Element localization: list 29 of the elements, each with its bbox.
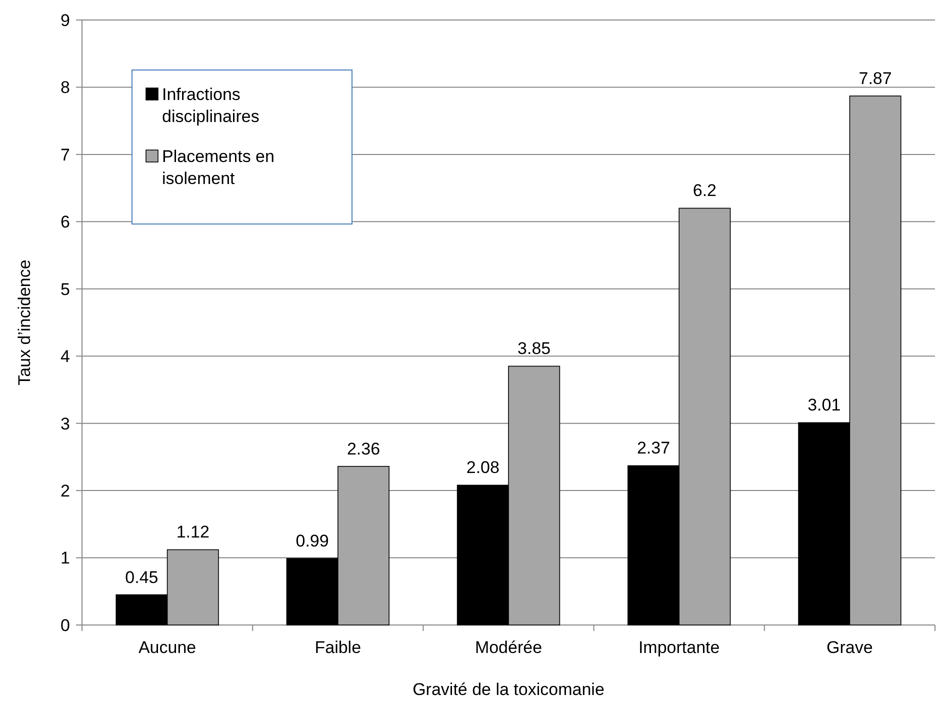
data-label: 2.36: [346, 439, 380, 458]
y-axis-title: Taux d’incidence: [15, 260, 34, 386]
x-tick-label: Grave: [826, 638, 873, 657]
y-tick-label: 6: [60, 212, 70, 232]
x-tick-label: Aucune: [138, 638, 196, 657]
data-label: 2.37: [636, 438, 670, 458]
data-label: 1.12: [176, 522, 210, 542]
x-tick-label: Importante: [638, 638, 720, 657]
y-tick-label: 0: [60, 616, 70, 635]
y-tick-label: 7: [60, 145, 70, 164]
y-tick-label: 2: [60, 482, 70, 501]
y-tick-label: 4: [60, 347, 70, 366]
y-tick-label: 8: [60, 78, 70, 98]
data-label: 3.85: [518, 339, 551, 358]
y-tick-label: 5: [60, 280, 70, 299]
data-label: 3.01: [808, 396, 841, 415]
x-axis-title: Gravité de la toxicomanie: [412, 680, 604, 699]
x-tick-label: Modérée: [474, 638, 542, 657]
legend-label: Placements en isolement: [162, 146, 274, 188]
data-label: 2.08: [466, 458, 500, 478]
data-label: 7.87: [858, 68, 892, 88]
data-label: 0.45: [125, 568, 158, 587]
y-tick-label: 9: [60, 10, 70, 30]
x-tick-label: Faible: [314, 638, 362, 657]
y-tick-label: 3: [60, 414, 70, 434]
legend-label: Infractions disciplinaires: [162, 84, 260, 126]
data-label: 6.2: [692, 181, 717, 200]
data-label: 0.99: [296, 531, 329, 550]
y-tick-label: 1: [60, 548, 70, 568]
